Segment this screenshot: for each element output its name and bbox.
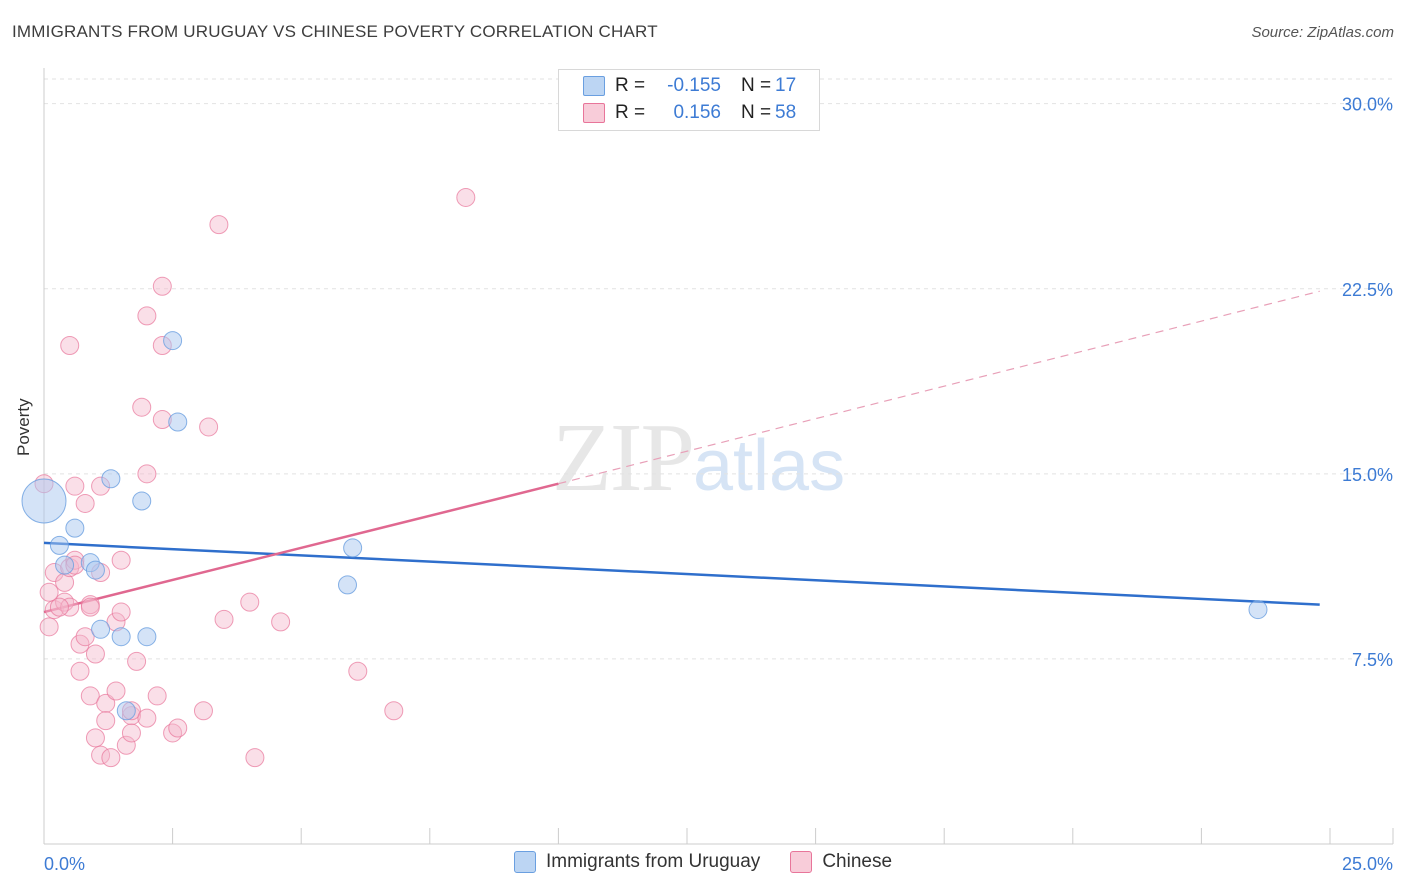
- data-point-chinese: [137, 708, 157, 728]
- data-point-chinese: [65, 476, 85, 496]
- y-axis-label: Poverty: [14, 398, 33, 456]
- stats-legend: R = -0.155 N = 17 R = 0.156 N = 58: [558, 69, 820, 131]
- data-point-chinese: [70, 661, 90, 681]
- gridlines: [44, 78, 1393, 660]
- data-point-uruguay: [132, 491, 152, 511]
- data-point-chinese: [106, 681, 126, 701]
- chart-title: IMMIGRANTS FROM URUGUAY VS CHINESE POVER…: [12, 22, 658, 41]
- data-point-chinese: [39, 617, 59, 637]
- data-point-chinese: [75, 627, 95, 647]
- data-point-chinese: [199, 417, 219, 437]
- trend-line-uruguay: [43, 541, 1320, 606]
- legend-swatch-chinese: [583, 103, 605, 123]
- legend-r-label: R =: [615, 102, 646, 123]
- legend-n-value: 58: [775, 102, 797, 123]
- legend-r-value: 0.156: [673, 102, 721, 123]
- data-point-chinese: [44, 600, 64, 620]
- trend-line-chinese: [43, 482, 559, 614]
- y-tick-label: 22.5%: [1342, 280, 1393, 300]
- data-point-chinese: [85, 728, 105, 748]
- data-point-chinese: [456, 187, 476, 207]
- data-point-uruguay: [116, 701, 136, 721]
- data-point-chinese: [121, 723, 141, 743]
- trend-lines: [43, 290, 1320, 614]
- data-point-uruguay: [55, 555, 75, 575]
- watermark-atlas: atlas: [693, 426, 846, 506]
- x-tick-label: 0.0%: [44, 854, 85, 874]
- data-point-chinese: [60, 336, 80, 356]
- data-point-chinese: [96, 693, 116, 713]
- series-legend: Immigrants from Uruguay Chinese: [0, 851, 1406, 873]
- watermark-zip: ZIP: [552, 404, 695, 512]
- data-point-chinese: [240, 592, 260, 612]
- data-point-chinese: [137, 306, 157, 326]
- data-point-chinese: [127, 651, 147, 671]
- data-point-chinese: [209, 215, 229, 235]
- data-point-uruguay: [111, 627, 131, 647]
- data-points: [21, 187, 1268, 768]
- data-point-chinese: [96, 711, 116, 731]
- data-point-uruguay: [101, 469, 121, 489]
- data-point-chinese: [147, 686, 167, 706]
- trend-line-chinese-extrapolated: [558, 290, 1320, 485]
- data-point-uruguay: [1248, 600, 1268, 620]
- data-point-uruguay: [21, 478, 67, 524]
- legend-item-uruguay[interactable]: Immigrants from Uruguay: [513, 851, 761, 873]
- data-point-chinese: [384, 701, 404, 721]
- legend-item-chinese[interactable]: Chinese: [790, 851, 892, 873]
- legend-n-label: N =: [741, 102, 772, 123]
- data-point-chinese: [39, 582, 59, 602]
- data-point-chinese: [137, 464, 157, 484]
- legend-r-value: -0.155: [667, 75, 721, 96]
- data-point-chinese: [49, 597, 69, 617]
- watermark: ZIPatlas: [552, 402, 845, 514]
- legend-n-value: 17: [775, 75, 797, 96]
- data-point-chinese: [132, 397, 152, 417]
- data-point-chinese: [116, 735, 136, 755]
- data-point-uruguay: [85, 560, 105, 580]
- legend-r-label: R =: [615, 75, 646, 96]
- data-point-uruguay: [163, 331, 183, 351]
- data-point-chinese: [214, 609, 234, 629]
- data-point-chinese: [60, 597, 80, 617]
- data-point-uruguay: [91, 619, 111, 639]
- legend-swatch-uruguay: [513, 851, 536, 873]
- x-tick-label: 25.0%: [1342, 854, 1393, 874]
- legend-swatch-uruguay: [583, 76, 605, 96]
- data-point-chinese: [75, 493, 95, 513]
- data-point-chinese: [111, 602, 131, 622]
- data-point-uruguay: [65, 518, 85, 538]
- data-point-uruguay: [168, 412, 188, 432]
- legend-row-uruguay: R = -0.155 N = 17: [583, 73, 796, 99]
- data-point-uruguay: [137, 627, 157, 647]
- data-point-chinese: [271, 612, 291, 632]
- y-tick-label: 15.0%: [1342, 465, 1393, 485]
- legend-row-chinese: R = 0.156 N = 58: [583, 100, 796, 126]
- source-label: Source: ZipAtlas.com: [1251, 24, 1394, 41]
- data-point-chinese: [168, 718, 188, 738]
- data-point-chinese: [193, 701, 213, 721]
- data-point-uruguay: [49, 535, 69, 555]
- data-point-chinese: [348, 661, 368, 681]
- legend-label-uruguay: Immigrants from Uruguay: [545, 851, 761, 872]
- data-point-chinese: [80, 686, 100, 706]
- data-point-chinese: [245, 748, 265, 768]
- legend-label-chinese: Chinese: [822, 851, 893, 872]
- data-point-chinese: [111, 550, 131, 570]
- legend-swatch-chinese: [790, 851, 813, 873]
- data-point-chinese: [80, 597, 100, 617]
- y-tick-label: 30.0%: [1342, 95, 1393, 115]
- legend-n-label: N =: [741, 75, 772, 96]
- data-point-chinese: [101, 748, 121, 768]
- y-tick-label: 7.5%: [1352, 650, 1393, 670]
- data-point-chinese: [152, 276, 172, 296]
- data-point-uruguay: [337, 575, 357, 595]
- tick-labels: 7.5% 15.0% 22.5% 30.0% 0.0% 25.0%: [44, 95, 1393, 874]
- data-point-uruguay: [343, 538, 363, 558]
- axes: [43, 68, 1394, 845]
- data-point-chinese: [85, 644, 105, 664]
